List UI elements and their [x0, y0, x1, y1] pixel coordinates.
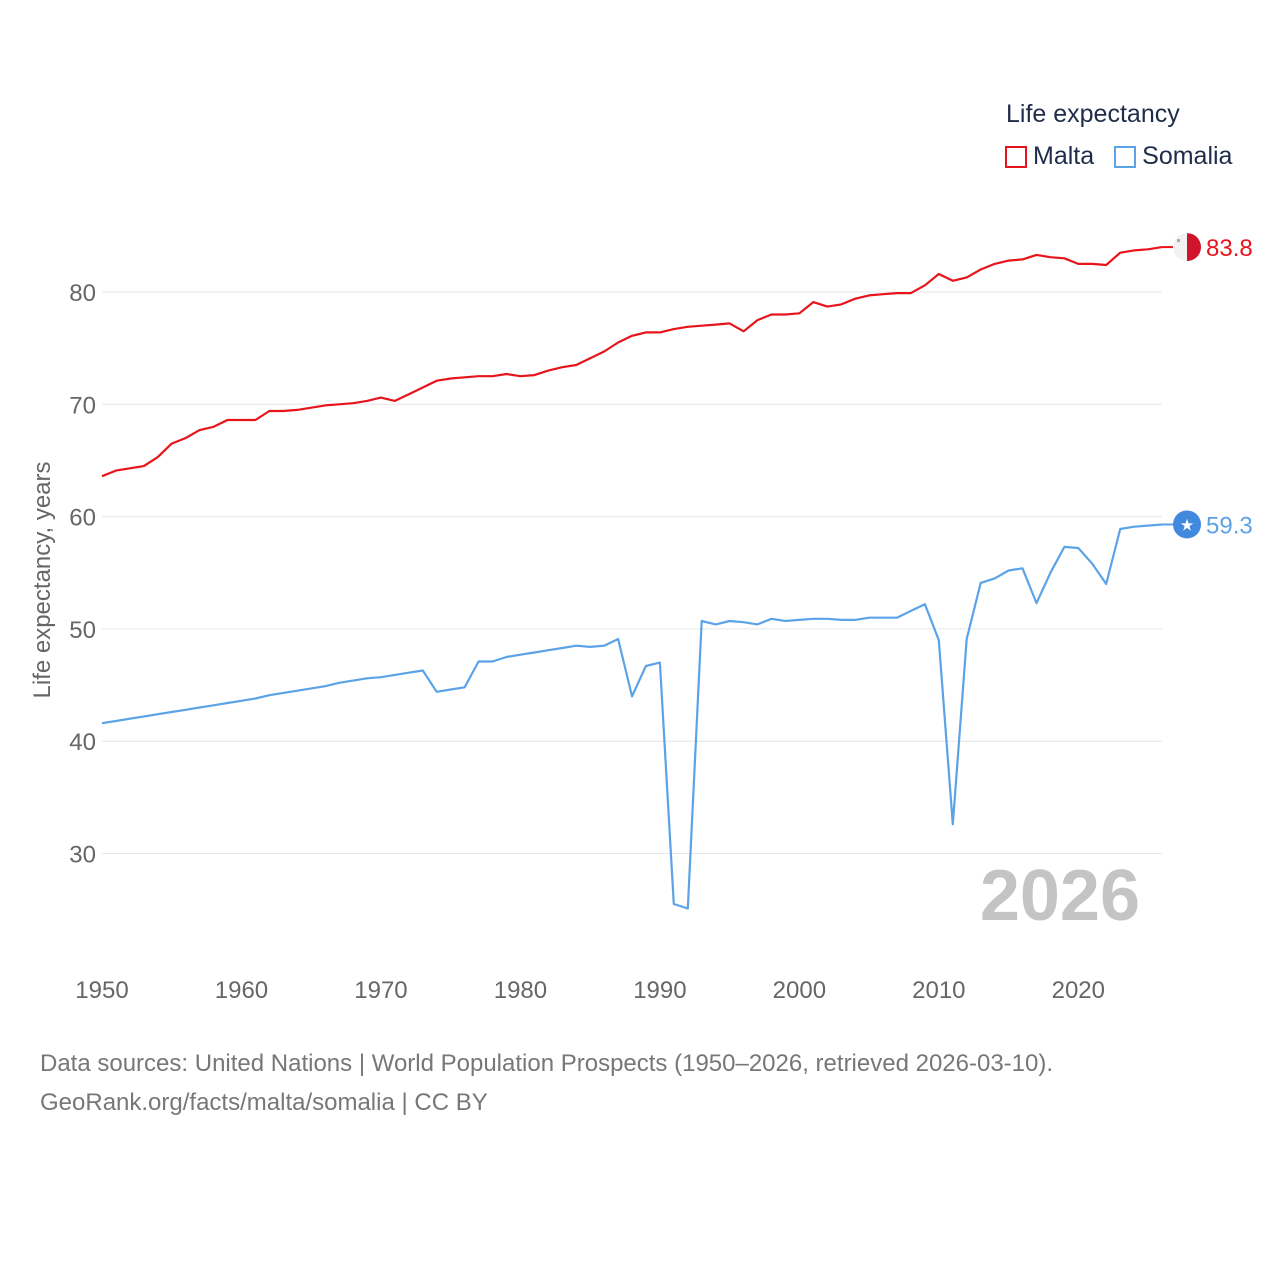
y-axis-label: Life expectancy, years	[29, 461, 56, 698]
y-tick-label-40: 40	[69, 729, 96, 756]
x-tick-label-1970: 1970	[354, 977, 407, 1004]
somalia-flag-icon: ★	[1173, 510, 1201, 539]
end-label-malta: 83.8	[1206, 235, 1253, 262]
legend-label-malta: Malta	[1033, 142, 1095, 170]
line-chart: 30 40 50 60 70 80 1950 1960 1970 1980 1990 2000 201…	[29, 233, 1253, 1004]
x-tick-label-1960: 1960	[215, 977, 268, 1004]
legend-title: Life expectancy	[1006, 100, 1180, 128]
x-tick-label-2010: 2010	[912, 977, 965, 1004]
legend-item-somalia[interactable]: Somalia	[1114, 142, 1232, 171]
current-year-label: 2026	[980, 856, 1140, 936]
svg-text:★: ★	[1180, 517, 1194, 534]
y-axis-ticks: 30 40 50 60 70 80	[69, 280, 96, 869]
data-sources-text: Data sources: United Nations | World Pop…	[40, 1050, 1054, 1077]
legend-swatch-malta	[1005, 145, 1027, 168]
y-tick-label-80: 80	[69, 280, 96, 307]
attribution-text: GeoRank.org/facts/malta/somalia | CC BY	[40, 1089, 488, 1116]
y-tick-label-70: 70	[69, 392, 96, 419]
x-tick-label-2020: 2020	[1052, 977, 1105, 1004]
y-tick-label-30: 30	[69, 842, 96, 869]
series-line-somalia	[101, 523, 1163, 910]
legend: Malta Somalia	[1005, 142, 1232, 171]
y-tick-label-50: 50	[69, 617, 96, 644]
footer: Data sources: United Nations | World Pop…	[40, 1044, 1053, 1122]
series-line-malta	[101, 246, 1163, 478]
legend-swatch-somalia	[1114, 145, 1137, 168]
x-tick-label-1980: 1980	[494, 977, 547, 1004]
series-lines: 83.8 ★ 59.3	[101, 233, 1253, 910]
x-tick-label-1990: 1990	[633, 977, 686, 1004]
x-axis-ticks: 1950 1960 1970 1980 1990 2000 2010 2020	[75, 977, 1105, 1004]
malta-flag-icon	[1173, 233, 1201, 262]
legend-label-somalia: Somalia	[1142, 142, 1233, 170]
y-tick-label-60: 60	[69, 505, 96, 532]
end-label-somalia: 59.3	[1206, 512, 1253, 539]
x-tick-label-1950: 1950	[75, 977, 128, 1004]
grid	[102, 291, 1162, 854]
x-tick-label-2000: 2000	[773, 977, 826, 1004]
legend-item-malta[interactable]: Malta	[1005, 142, 1094, 171]
